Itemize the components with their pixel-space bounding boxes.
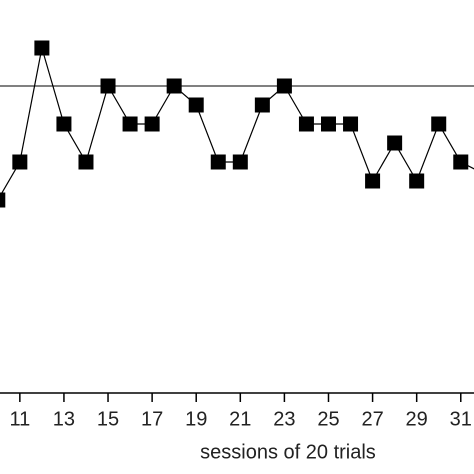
plot-area	[0, 40, 474, 208]
point-marker	[276, 78, 292, 94]
point-marker	[365, 173, 381, 189]
point-marker	[210, 154, 226, 170]
point-marker	[387, 135, 403, 151]
point-marker	[343, 116, 359, 132]
x-tick-label: 21	[229, 408, 251, 430]
point-marker	[144, 116, 160, 132]
x-tick-label: 23	[273, 408, 295, 430]
point-marker	[0, 192, 6, 208]
x-axis-label: sessions of 20 trials	[200, 441, 376, 463]
x-tick-label: 15	[97, 408, 119, 430]
x-tick-label: 27	[361, 408, 383, 430]
point-marker	[56, 116, 72, 132]
point-marker	[34, 40, 50, 56]
point-marker	[298, 116, 314, 132]
point-marker	[232, 154, 248, 170]
x-tick-label: 25	[317, 408, 339, 430]
point-marker	[100, 78, 116, 94]
x-tick-label: 17	[141, 408, 163, 430]
point-marker	[453, 154, 469, 170]
point-marker	[431, 116, 447, 132]
x-tick-label: 31	[450, 408, 472, 430]
x-tick-label: 29	[406, 408, 428, 430]
x-tick-label: 19	[185, 408, 207, 430]
point-marker	[320, 116, 336, 132]
point-marker	[188, 97, 204, 113]
point-marker	[12, 154, 28, 170]
point-marker	[166, 78, 182, 94]
point-marker	[122, 116, 138, 132]
point-marker	[254, 97, 270, 113]
point-marker	[409, 173, 425, 189]
x-tick-label: 13	[53, 408, 75, 430]
x-tick-label: 11	[9, 408, 30, 430]
point-marker	[78, 154, 94, 170]
